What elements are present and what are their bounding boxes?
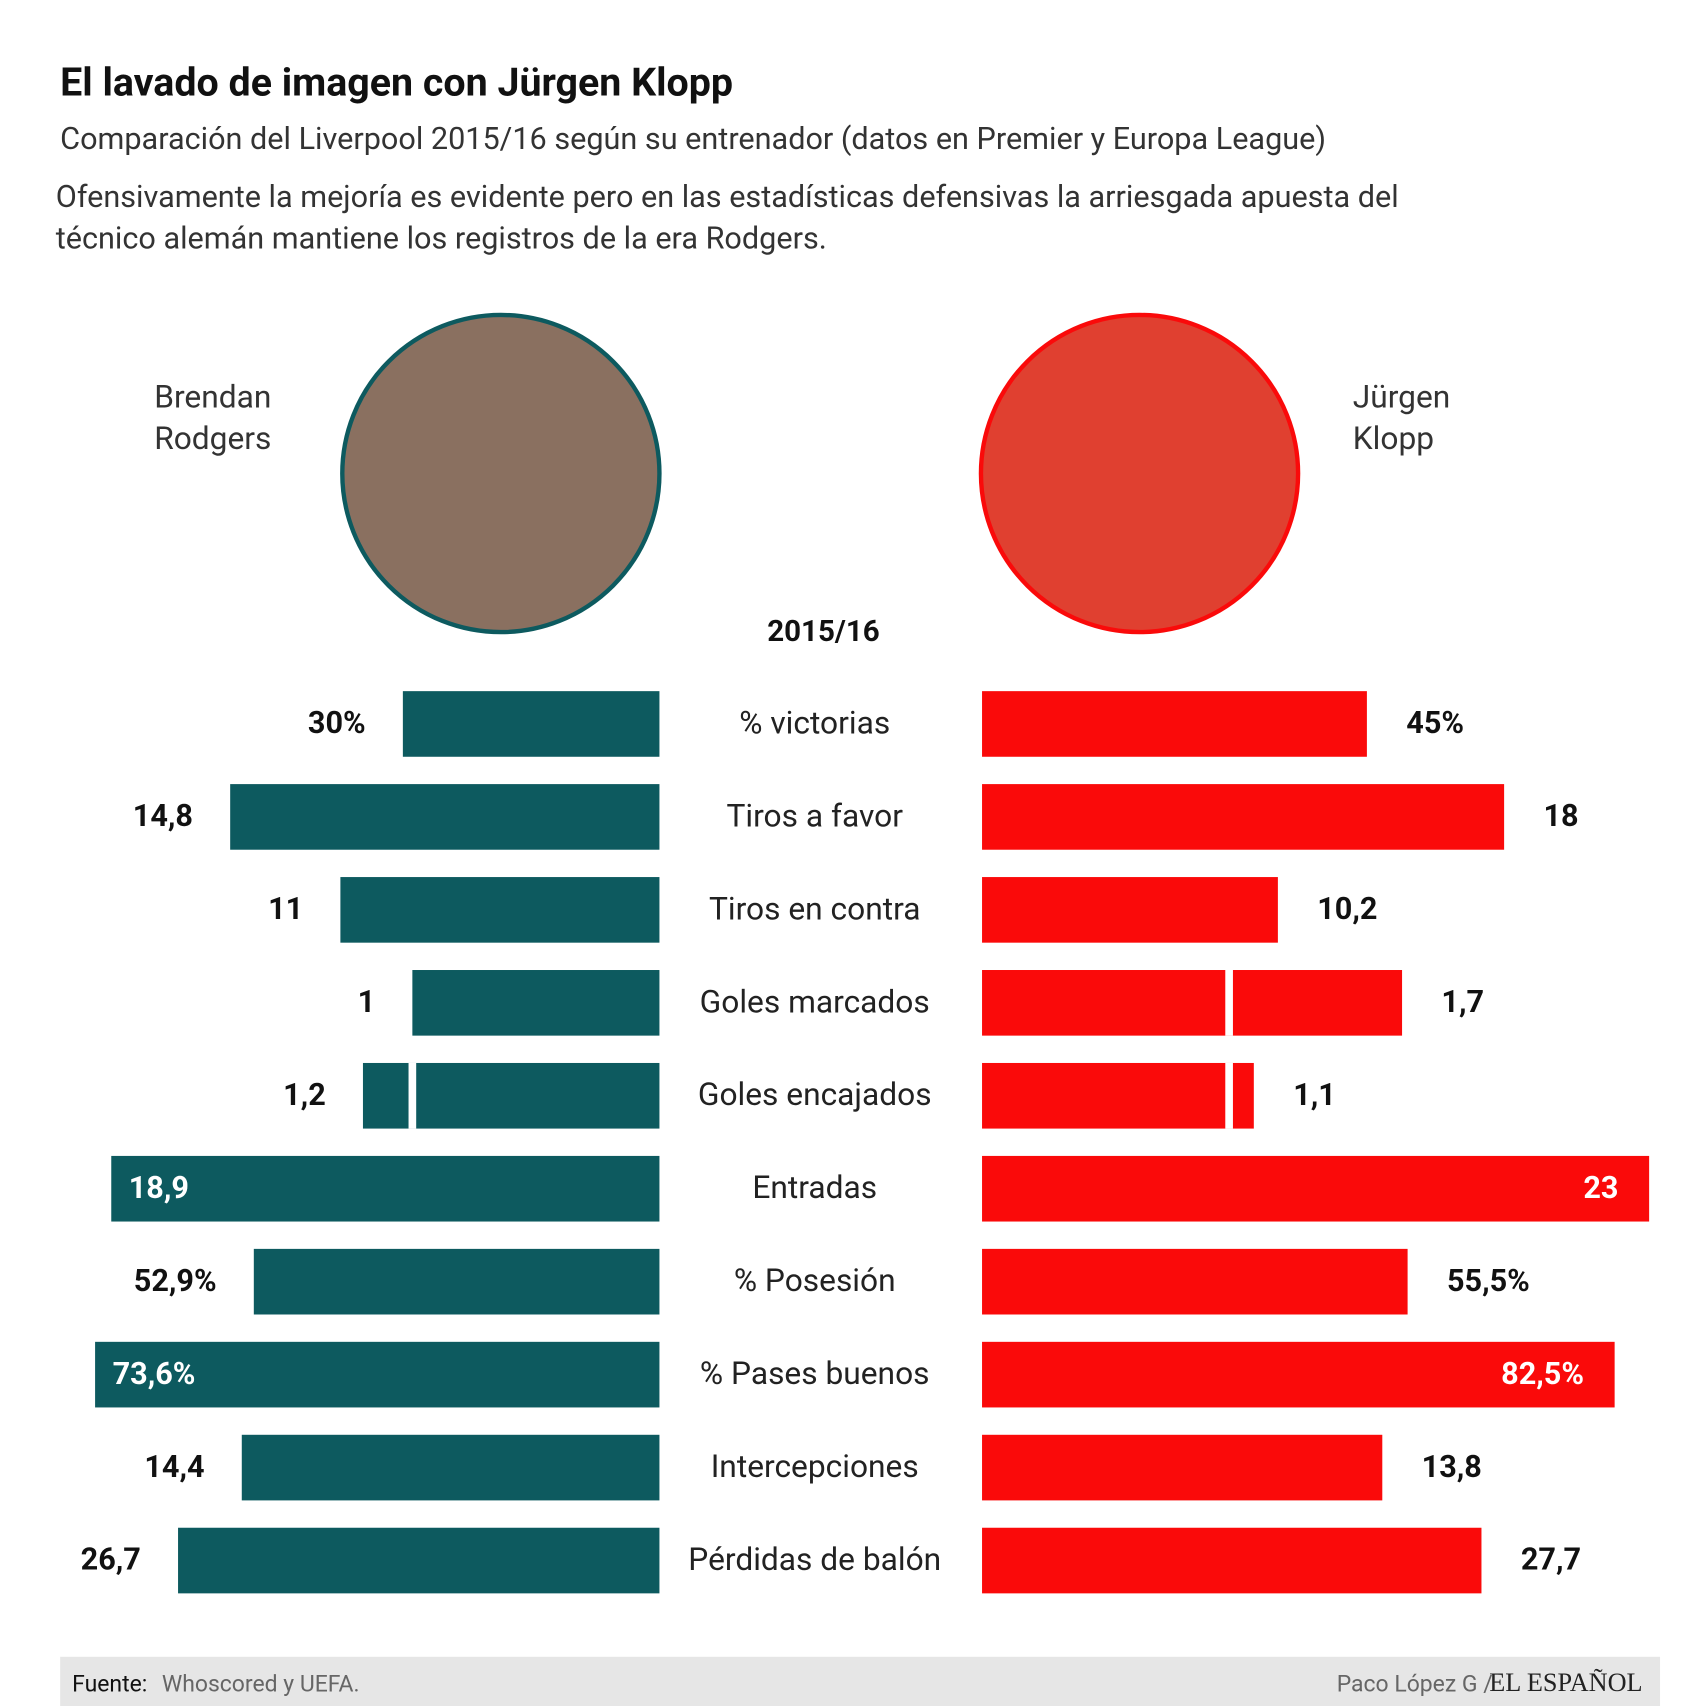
value-label: 30% [308,706,366,741]
bar [982,1527,1482,1594]
title: El lavado de imagen con Jürgen Klopp [60,59,733,106]
bar [230,784,660,850]
source-label: Fuente: [72,1670,147,1697]
category-label: % victorias [739,704,890,741]
photo-klopp [978,312,1301,635]
value-label: 26,7 [81,1543,141,1578]
coach-name: Jürgen [1353,379,1451,416]
category-label: Tiros en contra [709,890,920,927]
author: Paco López G / [1337,1670,1493,1697]
value-label: 18 [1543,799,1578,834]
coach-name: Klopp [1353,420,1434,457]
bar [982,691,1367,757]
category-label: Entradas [752,1169,877,1206]
bar [362,1062,660,1129]
value-label: 82,5% [1501,1357,1584,1392]
value-label: 55,5% [1447,1264,1530,1299]
bar [95,1341,660,1408]
value-label: 13,8 [1422,1450,1482,1485]
value-label: 45% [1406,706,1464,741]
source: Whoscored y UEFA. [162,1670,360,1697]
category-label: Intercepciones [711,1448,919,1485]
period: 2015/16 [767,615,880,649]
bar [982,970,1403,1036]
bar [241,1434,660,1501]
value-label: 1,2 [283,1078,326,1113]
coach-name: Rodgers [154,420,271,457]
bar [982,1155,1650,1222]
value-label: 1,1 [1293,1078,1336,1113]
description: Ofensivamente la mejoría es evidente per… [56,180,1399,215]
value-label: 14,8 [133,799,193,834]
value-label: 73,6% [113,1357,196,1392]
bar [982,1062,1254,1129]
value-label: 1 [358,985,376,1020]
footer-bar [60,1656,1661,1706]
description: técnico alemán mantiene los registros de… [56,222,827,257]
value-label: 11 [268,892,303,927]
value-label: 14,4 [144,1450,204,1485]
category-label: % Posesión [734,1262,896,1299]
photo-rodgers [340,312,662,635]
value-label: 10,2 [1317,892,1377,927]
value-label: 18,9 [129,1171,189,1206]
value-label: 1,7 [1441,985,1484,1020]
bar [982,1341,1615,1408]
bar [412,970,660,1036]
category-label: Goles marcados [700,983,930,1020]
category-label: Tiros a favor [726,797,903,834]
coach-name: Brendan [154,379,271,416]
bar [253,1248,660,1315]
bar [340,877,660,943]
bar [402,691,660,757]
subtitle: Comparación del Liverpool 2015/16 según … [60,122,1326,157]
category-label: % Pases buenos [700,1355,930,1392]
category-label: Goles encajados [698,1076,932,1113]
bar [178,1527,660,1594]
bar [982,877,1278,943]
value-label: 27,7 [1521,1543,1581,1578]
bar [111,1155,660,1222]
bar [982,1434,1383,1501]
value-label: 23 [1583,1171,1618,1206]
category-label: Pérdidas de balón [688,1541,941,1578]
brand: EL ESPAÑOL [1489,1668,1642,1697]
bar [982,784,1505,850]
value-label: 52,9% [134,1264,217,1299]
bar [982,1248,1408,1315]
